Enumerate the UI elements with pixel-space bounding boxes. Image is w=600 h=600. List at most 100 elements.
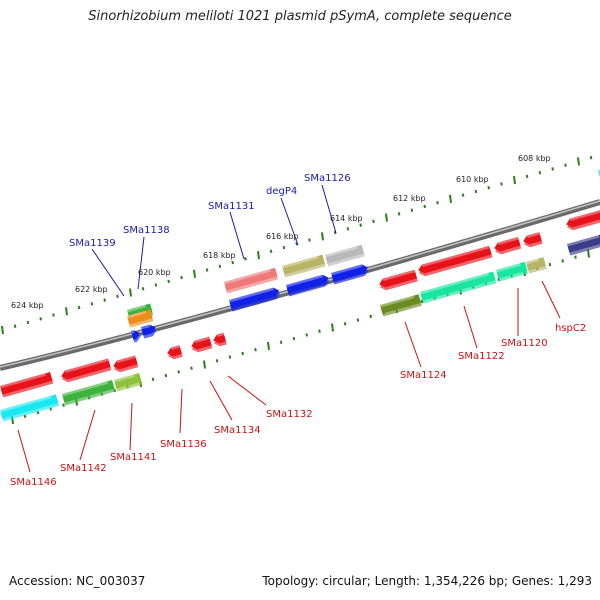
gene-top-7-highlight [282, 256, 319, 269]
gene-bot-2[interactable] [229, 286, 281, 312]
gene-bot-3[interactable] [286, 273, 331, 297]
gene-top-4[interactable] [493, 236, 522, 256]
outer-tick-16 [205, 268, 209, 272]
gene-bot-13-highlight [526, 258, 540, 265]
gene-bot-13[interactable] [526, 257, 547, 274]
inner-tick-19 [254, 347, 257, 352]
gene-top-2[interactable] [417, 245, 493, 278]
outer-tick-15 [193, 269, 196, 278]
gene-top-1[interactable] [565, 209, 600, 231]
outer-tick-43 [551, 167, 554, 171]
label-SMa1141[interactable]: SMa1141 [110, 452, 157, 463]
gene-top-10-body [127, 309, 153, 325]
gene-top-1-body [566, 209, 600, 228]
outer-tick-26 [333, 230, 337, 235]
outer-tick-38 [487, 185, 490, 190]
label-SMa1138[interactable]: SMa1138 [123, 225, 170, 236]
gene-bot-5[interactable] [131, 329, 142, 343]
label-SMa1146[interactable]: SMa1146 [10, 477, 57, 488]
gene-top-15[interactable] [190, 336, 213, 354]
inner-tick-11 [151, 377, 155, 381]
gene-top-14-body [167, 345, 182, 357]
label-SMa1142[interactable]: SMa1142 [60, 463, 107, 474]
outer-tick-4 [52, 313, 55, 317]
gene-top-7-body [282, 254, 325, 275]
outer-tick-8 [103, 298, 106, 302]
gene-top-16-highlight [216, 332, 225, 338]
label-hspC2[interactable]: hspC2 [555, 323, 586, 334]
gene-bot-13-body [526, 257, 546, 271]
label-SMa1136[interactable]: SMa1136 [160, 439, 207, 450]
label-SMa1132[interactable]: SMa1132 [266, 409, 313, 420]
label-degP4[interactable]: degP4 [266, 186, 297, 197]
label-SMa1139[interactable]: SMa1139 [69, 238, 116, 249]
label-SMa1124[interactable]: SMa1124 [400, 370, 447, 381]
outer-tick-9 [116, 294, 119, 298]
gene-bot-8[interactable] [62, 379, 116, 406]
outer-tick-33 [423, 204, 426, 209]
tick-label-612: 612 kbp [393, 194, 426, 203]
label-SMa1131[interactable]: SMa1131 [208, 201, 255, 212]
gene-bot-10[interactable] [380, 294, 422, 317]
gene-bot-12-body [496, 261, 528, 279]
gene-bot-9[interactable] [114, 372, 143, 392]
gene-top-5-highlight [526, 232, 541, 239]
gene-bot-7[interactable] [0, 394, 60, 422]
gene-bot-5-body [131, 330, 140, 340]
gene-top-11-highlight [0, 373, 46, 389]
inner-tick-23 [305, 333, 308, 337]
gene-top-16-body [213, 332, 226, 344]
gene-top-8[interactable] [224, 267, 279, 294]
gene-top-6[interactable] [325, 244, 365, 267]
outer-tick-29 [372, 219, 375, 224]
gene-top-14[interactable] [166, 345, 183, 360]
tick-label-608: 608 kbp [518, 154, 551, 163]
gene-bot-6[interactable] [141, 323, 158, 339]
outer-tick-19 [244, 257, 247, 261]
outer-tick-44 [564, 163, 567, 167]
gene-bot-14-highlight [598, 168, 600, 173]
gene-top-13[interactable] [112, 355, 139, 374]
gene-bot-1[interactable] [567, 233, 600, 256]
outer-tick-31 [397, 212, 401, 216]
gene-top-11[interactable] [0, 371, 54, 398]
gene-bot-6-highlight [141, 324, 151, 330]
gene-top-15-body [191, 336, 212, 350]
gene-top-3[interactable] [378, 269, 418, 292]
gene-top-7[interactable] [282, 254, 326, 278]
gene-top-12[interactable] [60, 358, 112, 384]
label-SMa1134[interactable]: SMa1134 [214, 425, 261, 436]
accession-text: Accession: NC_003037 [9, 574, 146, 588]
gene-features [0, 167, 600, 422]
outer-tick-7 [90, 302, 94, 306]
outer-tick-13 [167, 279, 170, 284]
label-SMa1126[interactable]: SMa1126 [304, 173, 351, 184]
gene-top-16[interactable] [212, 332, 227, 348]
gene-bot-12[interactable] [496, 261, 529, 282]
outer-tick-27 [346, 227, 350, 231]
gene-top-5[interactable] [522, 232, 543, 248]
gene-bot-4[interactable] [331, 263, 370, 285]
gene-bot-6-body [141, 324, 156, 336]
inner-tick-22 [292, 336, 296, 341]
outer-tick-34 [436, 200, 439, 205]
outer-tick-45 [577, 157, 580, 166]
outer-tick-3 [39, 317, 42, 321]
label-SMa1120[interactable]: SMa1120 [501, 338, 548, 349]
gene-bot-14[interactable] [598, 167, 600, 182]
inner-tick-32 [420, 299, 424, 304]
topology-stats: Topology: circular; Length: 1,354,226 bp… [262, 574, 592, 588]
label-SMa1122[interactable]: SMa1122 [458, 351, 505, 362]
outer-tick-42 [538, 170, 542, 175]
inner-tick-14 [190, 366, 193, 370]
outer-tick-10 [129, 288, 132, 297]
inner-tick-42 [548, 262, 552, 267]
inner-tick-45 [587, 249, 590, 258]
gene-top-10[interactable] [127, 309, 154, 328]
gene-bot-5-highlight [131, 330, 135, 334]
inner-tick-20 [267, 341, 270, 351]
gene-bot-1-highlight [567, 235, 600, 247]
gene-bot-11[interactable] [420, 271, 497, 304]
gene-bot-11-body [420, 271, 496, 301]
leader-SMa1141 [129, 402, 133, 451]
